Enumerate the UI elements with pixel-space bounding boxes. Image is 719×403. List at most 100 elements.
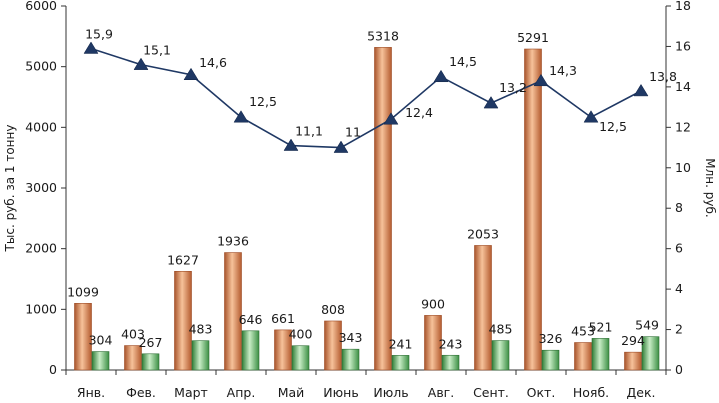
bar-series1-label: 661	[271, 311, 295, 326]
bar-series	[74, 47, 660, 371]
x-tick-label: Авг.	[428, 385, 454, 400]
line-series3-label: 13,8	[649, 69, 677, 84]
bar-series2-label: 243	[439, 336, 463, 351]
bar-series1	[524, 48, 542, 371]
y-right-tick-label: 10	[675, 160, 691, 175]
line-series3-label: 12,5	[599, 119, 627, 134]
bar-series1	[224, 252, 242, 371]
bar-series2	[441, 354, 460, 371]
y-left-tick-label: 3000	[25, 180, 57, 195]
line-series3-marker	[333, 140, 349, 153]
y-right-tick-label: 18	[675, 0, 691, 13]
y-left-tick-label: 5000	[25, 59, 57, 74]
bar-series1-label: 900	[421, 296, 445, 311]
bar-series2-label: 483	[189, 322, 213, 337]
bar-series1	[274, 329, 292, 371]
bar-series1-label: 808	[321, 302, 345, 317]
bar-series2	[291, 345, 310, 371]
bar-series1-label: 1627	[167, 252, 199, 267]
line-series3-label: 11	[345, 125, 361, 140]
line-series3-marker	[183, 67, 199, 81]
bar-series2	[541, 349, 560, 371]
bar-series1	[574, 342, 592, 371]
bar-series2-label: 485	[489, 322, 513, 337]
bar-series1	[74, 303, 92, 371]
y-left-tick-label: 6000	[25, 0, 57, 13]
y-right-tick-label: 16	[675, 38, 691, 53]
line-series3-marker	[433, 69, 449, 83]
bar-series2	[591, 338, 610, 371]
line-series	[83, 41, 649, 153]
bar-series1-label: 1936	[217, 234, 249, 249]
y-right-tick-label: 8	[675, 200, 683, 215]
line-series3-label: 14,6	[199, 55, 227, 70]
bar-series2-label: 646	[239, 312, 263, 327]
y-axis-left-ticks: 0 1000 2000 3000 4000 5000 6000	[25, 0, 66, 377]
bar-series2-label: 326	[539, 331, 563, 346]
y-left-tick-label: 2000	[25, 241, 57, 256]
y-left-tick-label: 1000	[25, 301, 57, 316]
bar-series1-label: 5318	[367, 28, 399, 43]
line-series3-marker	[633, 83, 649, 97]
bar-series2	[491, 340, 510, 371]
x-tick-label: Июнь	[323, 385, 358, 400]
x-axis-ticks: Янв. Фев. Март Апр. Май Июнь Июль Авг. Сент. Окт.…	[65, 370, 667, 400]
x-tick-label: Апр.	[227, 385, 256, 400]
bar-series2-label: 343	[339, 330, 363, 345]
bar-series2-label: 521	[589, 319, 613, 334]
bar-series1	[424, 315, 442, 371]
x-tick-label: Нояб.	[573, 385, 609, 400]
line-data-labels: 15,9 15,1 14,6 12,5 11,1 11 12,4 14,5 13,2 14,3 12…	[85, 26, 677, 139]
y-axis-left-title: Тыс. руб. за 1 тонну	[3, 125, 17, 253]
bar-series2	[141, 353, 160, 371]
y-left-tick-label: 0	[49, 362, 57, 377]
line-series3-label: 14,3	[549, 63, 577, 78]
line-series3-marker	[283, 138, 299, 151]
bar-series2	[91, 351, 110, 371]
bar-series1	[174, 270, 192, 371]
bar-series1	[624, 351, 642, 371]
line-series3-marker	[233, 110, 249, 123]
bar-series2	[191, 340, 210, 371]
y-axis-right-title: Млн. руб.	[703, 158, 717, 217]
x-tick-label: Янв.	[77, 385, 105, 400]
bar-series2	[241, 330, 260, 371]
y-right-tick-label: 14	[675, 79, 691, 94]
bar-series1-label: 1099	[67, 284, 99, 299]
bar-series1	[124, 345, 142, 371]
line-series3-marker	[583, 110, 599, 123]
bar-series1-label: 2053	[467, 226, 499, 241]
line-series3-label: 12,4	[405, 105, 433, 120]
bar-series1-label: 5291	[517, 30, 549, 45]
y-right-tick-label: 4	[675, 281, 683, 296]
y-left-tick-label: 4000	[25, 119, 57, 134]
bar-series1	[324, 320, 342, 371]
y-right-tick-label: 6	[675, 241, 683, 256]
line-series3-label: 15,1	[143, 43, 171, 58]
x-tick-label: Июль	[373, 385, 408, 400]
y-axis-right-ticks: 0 2 4 6 8 10 12 14 16 18	[666, 0, 691, 377]
bar-series2-label: 549	[635, 318, 659, 333]
bar-series2	[641, 336, 660, 371]
bar-series2-label: 267	[139, 335, 163, 350]
bar-series1-label: 453	[571, 324, 595, 339]
x-tick-label: Март	[174, 385, 208, 400]
bar-series2-label: 304	[89, 333, 113, 348]
x-tick-label: Дек.	[627, 385, 656, 400]
line-series3-marker	[383, 112, 399, 125]
y-right-tick-label: 0	[675, 362, 683, 377]
line-series3-marker	[483, 96, 499, 109]
y-right-tick-label: 12	[675, 119, 691, 134]
bar-series1-label: 294	[621, 333, 645, 348]
x-tick-label: Май	[278, 385, 305, 400]
bar-series2	[341, 348, 360, 371]
y-right-tick-label: 2	[675, 322, 683, 337]
bar-series2	[391, 355, 410, 371]
line-series3-marker	[533, 73, 549, 87]
line-series3-marker	[83, 41, 99, 54]
line-series3-label: 13,2	[499, 80, 527, 95]
line-series3-label: 12,5	[249, 94, 277, 109]
line-series3-label: 11,1	[295, 124, 323, 139]
bar-series2-label: 241	[389, 336, 413, 351]
